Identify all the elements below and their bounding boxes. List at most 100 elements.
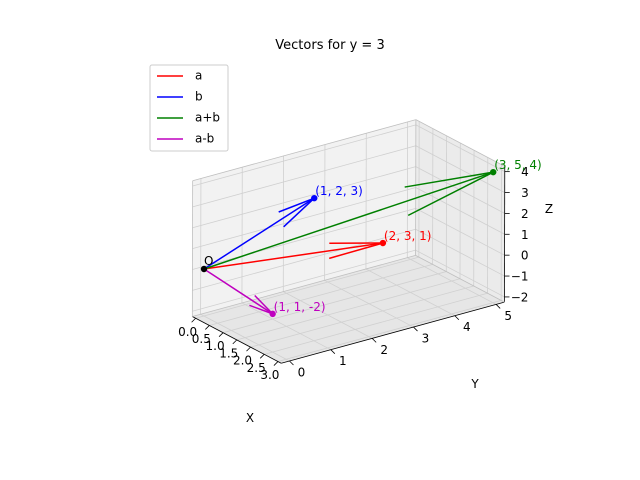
grid-line-z — [415, 249, 505, 298]
y-tick-mark — [371, 338, 377, 343]
grid-line-z — [415, 187, 505, 235]
endpoint-label: (1, 2, 3) — [315, 184, 363, 198]
grid-line-z — [415, 228, 505, 277]
z-axis-label: Z — [545, 202, 553, 216]
grid-line-z — [192, 166, 416, 229]
grid-line-x — [277, 300, 502, 362]
x-tick-mark — [232, 339, 238, 345]
arrowhead-line — [249, 304, 273, 315]
endpoint-marker — [311, 194, 318, 202]
legend-label-a: a — [195, 69, 202, 83]
grid-line-z — [192, 208, 416, 270]
legend-label-b: b — [195, 90, 203, 104]
x-tick-mark — [246, 346, 251, 352]
tick-labels: 0.00.51.01.52.02.53.0 0 1 2 3 4 5 −2 −1 0 1 2 3 4 — [178, 165, 529, 382]
y-tick-label: 3 — [422, 332, 430, 346]
grid-line-x — [209, 263, 433, 326]
grid-lines — [191, 119, 506, 364]
grid-line-z — [192, 249, 416, 312]
x-tick-label: 1.5 — [219, 346, 238, 360]
y-tick-label: 2 — [380, 343, 388, 357]
z-tick-label: 4 — [521, 165, 529, 179]
y-tick-label: 5 — [504, 309, 512, 323]
grid-line-z — [415, 124, 505, 172]
origin-marker — [200, 265, 208, 273]
grid-line-z — [192, 124, 416, 187]
arrowhead-line — [278, 197, 315, 213]
x-tick-mark — [218, 332, 224, 337]
x-tick-mark — [191, 317, 196, 323]
grid-line-y — [324, 279, 414, 328]
vector-b: (1, 2, 3) — [203, 184, 363, 270]
z-tick-label: 2 — [521, 207, 529, 221]
grid-line-x — [264, 292, 488, 355]
arrowhead-line — [329, 242, 384, 260]
endpoint-label: (2, 3, 1) — [384, 229, 432, 243]
pane-edge — [192, 255, 416, 317]
pane-edge — [415, 255, 505, 303]
arrowhead-line — [254, 294, 274, 315]
pane-edge — [415, 119, 505, 167]
legend-label-a-b: a-b — [195, 132, 214, 146]
grid-line-y — [365, 268, 456, 317]
grid-line-x — [250, 285, 474, 348]
x-tick-mark — [273, 361, 279, 366]
grid-line-z — [415, 208, 505, 256]
grid-line-y — [407, 257, 497, 305]
z-tick-label: −1 — [511, 270, 529, 284]
endpoint-marker — [490, 168, 497, 176]
arrowhead-line — [407, 171, 494, 217]
z-tick-label: 0 — [521, 249, 529, 263]
vector-a: (2, 3, 1) — [203, 229, 432, 270]
endpoint-marker — [379, 239, 387, 247]
y-tick-mark — [413, 326, 418, 332]
vector-a+b: (3, 5, 4) — [203, 158, 542, 270]
pane-edge — [192, 119, 416, 182]
vector-shaft — [203, 242, 384, 270]
legend: ab a+b a-b — [149, 64, 229, 152]
z-tick-label: 3 — [521, 186, 529, 200]
grid-line-z — [415, 145, 505, 193]
x-tick-label: 0.5 — [192, 332, 211, 346]
grid-line-z — [192, 145, 416, 208]
arrowhead-line — [283, 197, 315, 228]
z-tick-label: −2 — [511, 290, 529, 304]
grid-line-x — [195, 256, 419, 319]
origin-label: O — [204, 254, 213, 268]
vector-a-b: (1, 1, -2) — [203, 268, 326, 318]
endpoint-label: (1, 1, -2) — [274, 300, 326, 314]
x-axis-label: X — [246, 411, 254, 425]
arrowhead-line — [404, 171, 494, 188]
x-tick-label: 3.0 — [260, 368, 279, 382]
grid-line-z — [415, 166, 505, 214]
y-axis-label: Y — [470, 377, 479, 391]
y-tick-mark — [454, 315, 460, 321]
y-tick-label: 4 — [463, 320, 471, 334]
grid-line-y — [283, 291, 373, 339]
y-tick-label: 0 — [298, 366, 306, 380]
z-tick-label: 1 — [521, 228, 529, 242]
grid-line-x — [222, 271, 447, 334]
x-tick-label: 2.0 — [233, 354, 252, 368]
y-tick-label: 1 — [339, 354, 347, 368]
legend-label-a+b: a+b — [195, 111, 220, 125]
vector-shaft — [203, 268, 274, 315]
x-tick-label: 1.0 — [206, 339, 225, 353]
x-tick-label: 2.5 — [247, 361, 266, 375]
endpoint-label: (3, 5, 4) — [494, 158, 542, 172]
vector-shaft — [203, 197, 315, 270]
grid-line-x — [236, 278, 461, 341]
x-tick-label: 0.0 — [178, 325, 197, 339]
grid-line-y — [241, 302, 332, 351]
axes-panes — [192, 119, 505, 364]
y-tick-mark — [289, 360, 294, 366]
x-tick-mark — [205, 325, 210, 330]
vector-shaft — [203, 171, 494, 270]
grid-line-y — [200, 313, 290, 362]
y-axis-line — [281, 301, 505, 364]
legend-box — [149, 64, 229, 152]
chart-title: Vectors for y = 3 — [275, 38, 384, 53]
endpoint-marker — [269, 310, 276, 318]
y-tick-mark — [330, 349, 336, 354]
